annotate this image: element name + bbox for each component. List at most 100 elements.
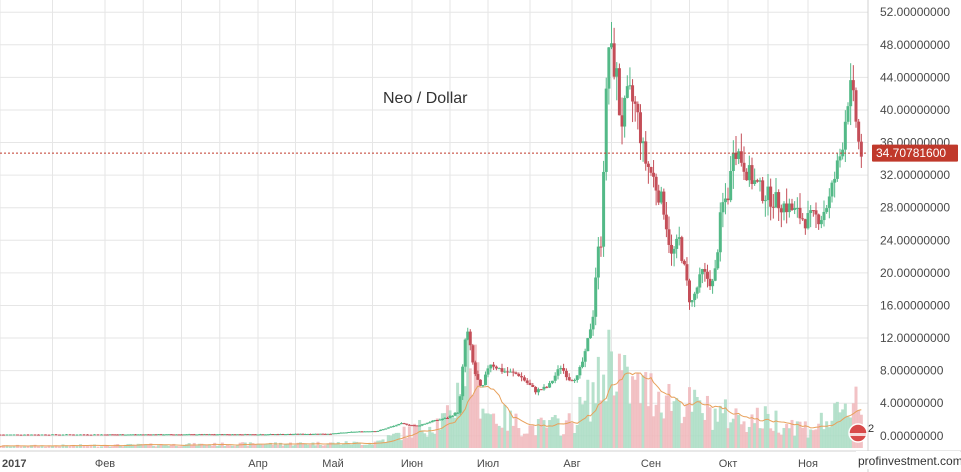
- candle-body: [281, 434, 285, 436]
- candle-body: [817, 214, 821, 225]
- volume-bar: [545, 427, 549, 448]
- candle-body: [713, 268, 717, 281]
- candle-body: [430, 420, 434, 423]
- volume-bar: [567, 413, 571, 448]
- candle-body: [649, 166, 653, 173]
- candle-body: [16, 434, 19, 436]
- volume-bar: [149, 443, 153, 448]
- volume-bar: [806, 437, 810, 448]
- candle-body: [167, 434, 171, 436]
- volume-bar: [72, 444, 75, 448]
- candle-body: [556, 369, 560, 376]
- candle-body: [223, 434, 227, 436]
- candle-body: [438, 419, 442, 421]
- candle-body: [657, 190, 661, 203]
- candle-body: [575, 375, 579, 380]
- volume-bar: [636, 373, 640, 448]
- volume-bar: [766, 413, 770, 448]
- candle-body: [631, 85, 635, 102]
- candle-body: [473, 362, 477, 375]
- candle-body: [573, 379, 577, 381]
- candle-body: [476, 374, 480, 380]
- candle-body: [481, 385, 485, 387]
- volume-bar: [463, 386, 467, 448]
- volume-bar: [246, 445, 250, 448]
- candle-body: [503, 371, 507, 373]
- candle-body: [539, 389, 543, 391]
- candle-body: [814, 210, 818, 215]
- candle-body: [274, 434, 277, 436]
- volume-bar: [602, 374, 606, 448]
- x-tick-label: 2017: [2, 458, 26, 470]
- candle-body: [420, 424, 424, 426]
- volume-bar: [638, 403, 642, 448]
- candle-body: [528, 382, 532, 385]
- y-tick-label: 0.00000000: [880, 429, 944, 443]
- candle-body: [75, 434, 79, 436]
- volume-bar: [771, 430, 775, 448]
- candle-body: [40, 434, 44, 436]
- candle-body: [489, 364, 493, 369]
- candle-body: [111, 434, 115, 436]
- volume-bar: [319, 444, 322, 448]
- volume-bar: [144, 444, 148, 448]
- candle-body: [734, 152, 738, 159]
- volume-bar: [100, 446, 103, 448]
- candle-body: [545, 386, 549, 388]
- candle-body: [220, 434, 224, 436]
- volume-bar: [531, 425, 535, 448]
- candle-body: [583, 351, 587, 362]
- candle-body: [682, 260, 686, 265]
- candle-body: [336, 433, 340, 435]
- candle-body: [376, 430, 380, 432]
- candle-body: [151, 434, 155, 436]
- volume-bar: [790, 419, 794, 448]
- volume-bar: [690, 411, 694, 448]
- candle-body: [695, 287, 699, 294]
- volume-bar: [123, 444, 127, 448]
- candle-body: [859, 141, 863, 157]
- candle-body: [51, 434, 54, 436]
- candle-body: [355, 431, 359, 433]
- candle-body: [562, 368, 566, 371]
- candle-body: [758, 180, 762, 182]
- candle-body: [591, 316, 595, 330]
- candle-body: [830, 182, 834, 197]
- volume-bar: [782, 427, 786, 448]
- volume-bar: [536, 419, 540, 448]
- volume-bar: [195, 445, 199, 448]
- current-price-label: 34.70781600: [872, 144, 958, 162]
- volume-bar: [407, 426, 411, 448]
- candle-body: [61, 434, 65, 436]
- volume-bar: [588, 421, 592, 448]
- volume-bar: [716, 421, 720, 448]
- candle-body: [9, 434, 12, 436]
- candle-body: [100, 434, 103, 436]
- flag-badge[interactable]: 2: [848, 423, 874, 443]
- candle-body: [284, 434, 287, 436]
- candle-body: [233, 434, 237, 436]
- candle-body: [718, 212, 722, 253]
- volume-bar: [111, 446, 115, 448]
- candle-body: [761, 180, 765, 201]
- volume-bar: [492, 413, 496, 448]
- volume-bar: [466, 338, 470, 448]
- candle-body: [26, 434, 30, 436]
- candle-body: [103, 434, 107, 436]
- volume-bar: [274, 442, 277, 448]
- volume-bar: [413, 423, 417, 448]
- x-tick-label: Сен: [641, 458, 661, 470]
- candle-body: [708, 278, 712, 287]
- volume-bar: [415, 426, 419, 448]
- volume-bar: [331, 442, 335, 448]
- candle-body: [846, 106, 850, 122]
- volume-bar: [620, 370, 624, 448]
- candle-body: [463, 339, 467, 367]
- volume-bar: [58, 446, 61, 448]
- y-tick-label: 40.00000000: [880, 103, 950, 117]
- candle-body: [241, 434, 245, 436]
- candle-body: [851, 80, 855, 91]
- candle-body: [378, 429, 382, 431]
- candle-body: [246, 434, 250, 436]
